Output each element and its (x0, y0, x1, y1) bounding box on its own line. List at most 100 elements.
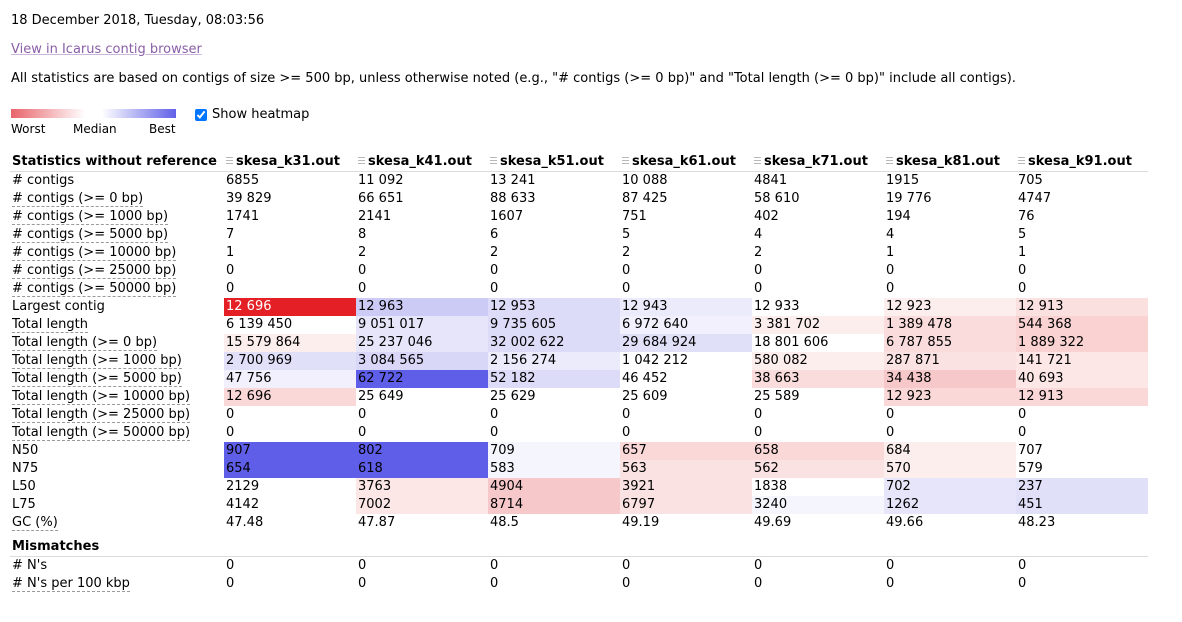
metric-value: 19 776 (886, 191, 932, 206)
metric-value: 0 (490, 576, 499, 591)
table-row: Total length (>= 25000 bp) 0 0 0 0 0 0 0 (10, 406, 1148, 424)
metric-value: 579 (1016, 460, 1148, 478)
metric-value: 0 (226, 281, 235, 296)
drag-handle-icon[interactable] (358, 157, 365, 166)
metric-label: # contigs (12, 173, 75, 188)
metric-value: 4 (754, 227, 763, 242)
table-row: # contigs (>= 50000 bp) 0 0 0 0 0 0 0 (10, 280, 1148, 298)
column-header[interactable]: skesa_k51.out (488, 153, 620, 172)
metric-value: 0 (886, 558, 895, 573)
metric-value: 40 693 (1016, 370, 1148, 388)
metric-value: 7 (226, 227, 235, 242)
metric-value: 25 649 (356, 388, 488, 406)
metric-label: N50 (12, 443, 39, 458)
metric-value: 0 (358, 281, 367, 296)
show-heatmap-checkbox[interactable] (195, 108, 207, 121)
show-heatmap-label: Show heatmap (212, 107, 310, 122)
metric-value: 9 735 605 (488, 316, 620, 334)
metric-label: L75 (12, 497, 36, 512)
metric-value: 0 (754, 425, 763, 440)
metric-value: 12 933 (752, 298, 884, 316)
metric-value: 0 (886, 407, 895, 422)
metric-value: 287 871 (884, 352, 1016, 370)
metric-value: 88 633 (490, 191, 536, 206)
metric-value: 0 (622, 425, 631, 440)
column-header[interactable]: skesa_k31.out (224, 153, 356, 172)
metric-value: 0 (886, 281, 895, 296)
drag-handle-icon[interactable] (226, 157, 233, 166)
metric-value: 8 (358, 227, 367, 242)
metric-value: 0 (886, 576, 895, 591)
metric-value: 0 (622, 263, 631, 278)
metric-value: 6797 (620, 496, 752, 514)
metric-label: # contigs (>= 10000 bp) (12, 245, 177, 261)
metric-label: GC (%) (12, 515, 58, 531)
table-row: Total length (>= 5000 bp) 47 756 62 722 52 … (10, 370, 1148, 388)
metric-value: 544 368 (1016, 316, 1148, 334)
metric-value: 8714 (488, 496, 620, 514)
metric-value: 0 (226, 558, 235, 573)
column-header[interactable]: skesa_k81.out (884, 153, 1016, 172)
column-header-label: skesa_k71.out (764, 154, 868, 169)
column-header[interactable]: skesa_k91.out (1016, 153, 1148, 172)
mismatches-section-title: Mismatches (10, 532, 1148, 557)
metric-value: 0 (226, 576, 235, 591)
show-heatmap-toggle[interactable]: Show heatmap (195, 107, 309, 122)
metric-value: 1838 (752, 478, 884, 496)
metric-label: # contigs (>= 0 bp) (12, 191, 144, 207)
metric-value: 141 721 (1016, 352, 1148, 370)
column-header[interactable]: skesa_k41.out (356, 153, 488, 172)
metric-value: 570 (884, 460, 1016, 478)
metric-label: Total length (>= 1000 bp) (12, 353, 182, 369)
metric-value: 1 889 322 (1016, 334, 1148, 352)
metric-value: 562 (752, 460, 884, 478)
metric-value: 47.48 (226, 515, 264, 530)
metric-value: 0 (1018, 263, 1027, 278)
table-row: GC (%) 47.48 47.87 48.5 49.19 49.69 49.66 48.23 (10, 514, 1148, 532)
metric-value: 1262 (884, 496, 1016, 514)
report-date: 18 December 2018, Tuesday, 08:03:56 (11, 13, 265, 28)
metric-value: 12 943 (620, 298, 752, 316)
metric-label: # contigs (>= 50000 bp) (12, 281, 177, 297)
metric-value: 1 (1018, 245, 1027, 260)
drag-handle-icon[interactable] (1018, 157, 1025, 166)
drag-handle-icon[interactable] (622, 157, 629, 166)
column-header-label: skesa_k31.out (236, 154, 340, 169)
metric-value: 3763 (356, 478, 488, 496)
metric-value: 0 (622, 407, 631, 422)
drag-handle-icon[interactable] (886, 157, 893, 166)
metric-value: 0 (754, 263, 763, 278)
column-header-label: skesa_k61.out (632, 154, 736, 169)
legend-worst-label: Worst (11, 122, 46, 136)
metric-value: 4747 (1018, 191, 1052, 206)
column-header[interactable]: skesa_k61.out (620, 153, 752, 172)
metric-label: # contigs (>= 5000 bp) (12, 227, 169, 243)
metric-value: 25 237 046 (356, 334, 488, 352)
metric-value: 0 (226, 407, 235, 422)
drag-handle-icon[interactable] (490, 157, 497, 166)
metric-value: 4 (886, 227, 895, 242)
metric-value: 1 389 478 (884, 316, 1016, 334)
table-row: # N's per 100 kbp 0 0 0 0 0 0 0 (10, 575, 1148, 593)
metric-value: 2 (490, 245, 499, 260)
column-header-label: skesa_k81.out (896, 154, 1000, 169)
metric-label: Total length (>= 0 bp) (12, 335, 158, 351)
metric-value: 1 (886, 245, 895, 260)
metric-value: 0 (358, 425, 367, 440)
metric-value: 1 042 212 (620, 352, 752, 370)
column-header-label: skesa_k41.out (368, 154, 472, 169)
metric-value: 0 (886, 425, 895, 440)
metric-value: 25 589 (752, 388, 884, 406)
metric-value: 654 (224, 460, 356, 478)
table-row: N50 907 802 709 657 658 684 707 (10, 442, 1148, 460)
metric-label: # contigs (>= 25000 bp) (12, 263, 177, 279)
metric-value: 658 (752, 442, 884, 460)
metric-value: 48.23 (1018, 515, 1056, 530)
metric-value: 657 (620, 442, 752, 460)
drag-handle-icon[interactable] (754, 157, 761, 166)
metric-value: 3240 (752, 496, 884, 514)
legend-median-label: Median (73, 122, 117, 136)
metric-value: 0 (622, 576, 631, 591)
column-header[interactable]: skesa_k71.out (752, 153, 884, 172)
icarus-browser-link[interactable]: View in Icarus contig browser (11, 42, 202, 57)
